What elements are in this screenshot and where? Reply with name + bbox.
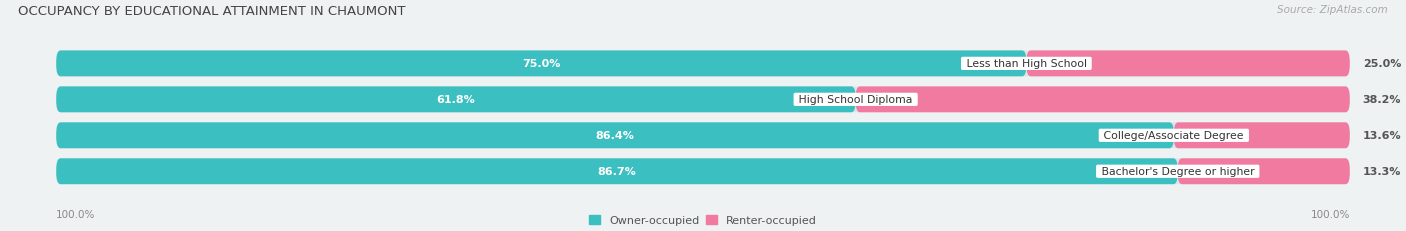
FancyBboxPatch shape xyxy=(56,159,1178,184)
Text: 61.8%: 61.8% xyxy=(436,95,475,105)
FancyBboxPatch shape xyxy=(56,123,1350,149)
Text: Less than High School: Less than High School xyxy=(963,59,1090,69)
Text: Source: ZipAtlas.com: Source: ZipAtlas.com xyxy=(1277,5,1388,15)
FancyBboxPatch shape xyxy=(56,51,1350,77)
Text: 100.0%: 100.0% xyxy=(1310,210,1350,219)
FancyBboxPatch shape xyxy=(56,159,1350,184)
FancyBboxPatch shape xyxy=(56,123,1174,149)
FancyBboxPatch shape xyxy=(856,87,1350,113)
Text: College/Associate Degree: College/Associate Degree xyxy=(1101,131,1247,141)
FancyBboxPatch shape xyxy=(56,87,1350,113)
FancyBboxPatch shape xyxy=(56,87,856,113)
Legend: Owner-occupied, Renter-occupied: Owner-occupied, Renter-occupied xyxy=(589,215,817,225)
Text: 25.0%: 25.0% xyxy=(1362,59,1400,69)
Text: 86.7%: 86.7% xyxy=(598,167,637,176)
Text: 86.4%: 86.4% xyxy=(596,131,634,141)
FancyBboxPatch shape xyxy=(1174,123,1350,149)
Text: 75.0%: 75.0% xyxy=(522,59,561,69)
Text: 13.3%: 13.3% xyxy=(1362,167,1400,176)
Text: High School Diploma: High School Diploma xyxy=(796,95,917,105)
Text: OCCUPANCY BY EDUCATIONAL ATTAINMENT IN CHAUMONT: OCCUPANCY BY EDUCATIONAL ATTAINMENT IN C… xyxy=(18,5,406,18)
FancyBboxPatch shape xyxy=(56,51,1026,77)
Text: 100.0%: 100.0% xyxy=(56,210,96,219)
FancyBboxPatch shape xyxy=(1026,51,1350,77)
Text: 38.2%: 38.2% xyxy=(1362,95,1402,105)
FancyBboxPatch shape xyxy=(1178,159,1350,184)
Text: 13.6%: 13.6% xyxy=(1362,131,1402,141)
Text: Bachelor's Degree or higher: Bachelor's Degree or higher xyxy=(1098,167,1258,176)
